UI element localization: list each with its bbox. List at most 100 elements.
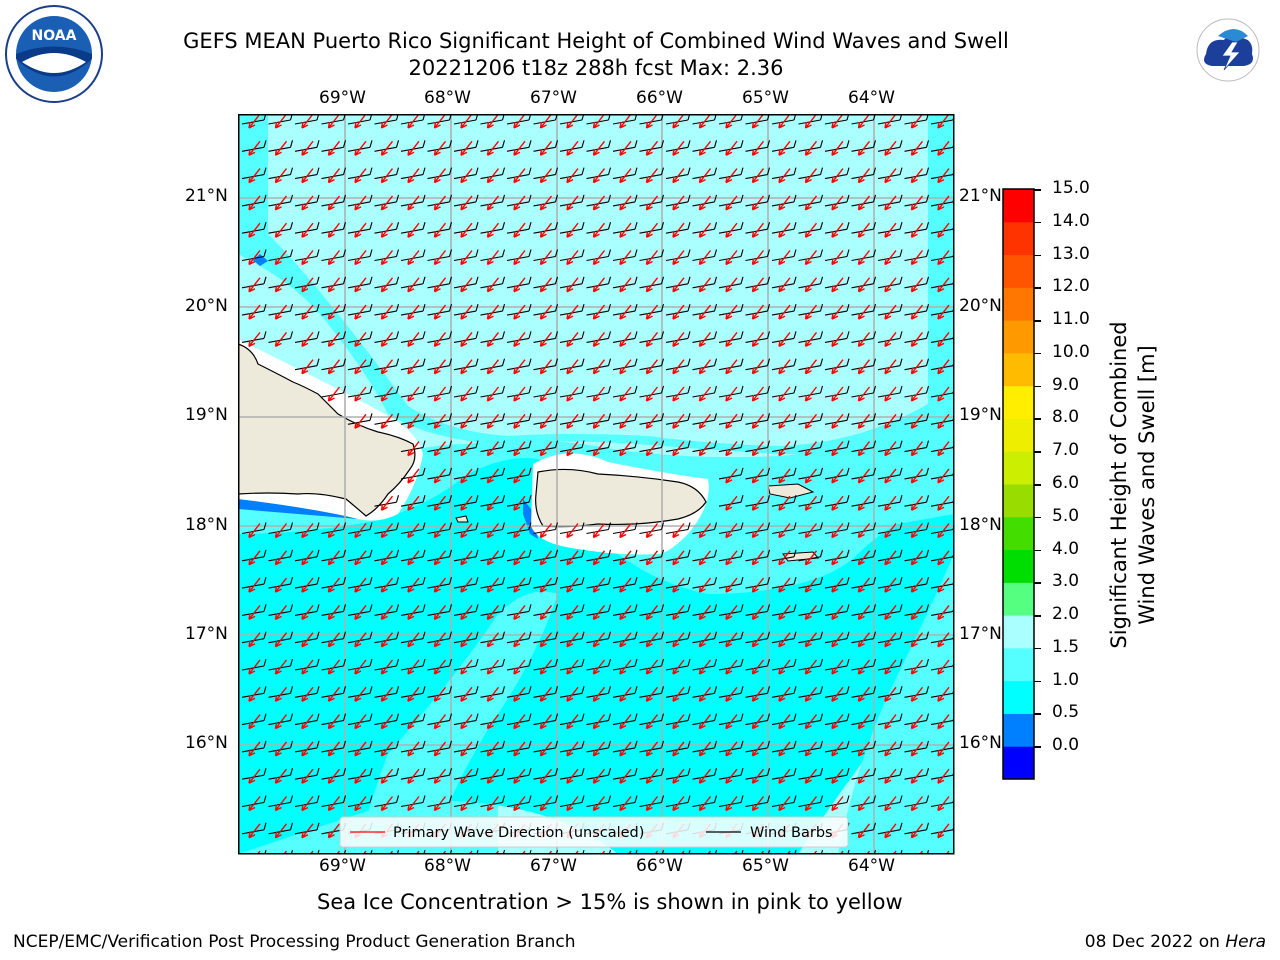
wave-direction-arrow (672, 114, 685, 129)
colorbar-tick-label: 6.0 (1052, 473, 1080, 493)
wave-direction-arrow (831, 413, 844, 429)
wave-direction-arrow (698, 523, 712, 539)
wave-direction-arrow (884, 413, 897, 429)
colorbar-tick-mark (1034, 287, 1041, 289)
wave-direction-arrow (354, 195, 367, 211)
wave-direction-arrow (486, 304, 500, 320)
lat-label-right: 20°N (959, 296, 1002, 316)
wave-direction-arrow (831, 495, 844, 511)
wave-direction-arrow (884, 632, 897, 648)
wave-direction-arrow (274, 659, 288, 675)
wave-direction-arrow (301, 195, 314, 211)
wave-direction-arrow (301, 550, 314, 566)
wave-direction-arrow (592, 523, 606, 539)
map-legend: Primary Wave Direction (unscaled) Wind B… (339, 816, 849, 848)
lon-label-top: 65°W (742, 88, 789, 108)
wave-direction-arrow (460, 523, 473, 539)
wave-direction-arrow (751, 632, 765, 648)
wave-direction-arrow (539, 359, 553, 375)
wave-direction-arrow (831, 304, 844, 320)
wave-direction-arrow (407, 741, 420, 757)
wave-direction-arrow (248, 823, 261, 839)
wave-direction-arrow (910, 659, 924, 675)
wave-direction-arrow (937, 359, 950, 375)
wave-direction-arrow (645, 441, 659, 457)
wave-direction-arrow (460, 114, 473, 129)
wave-direction-arrow (884, 304, 897, 320)
wave-direction-arrow (460, 550, 473, 566)
wave-direction-arrow (301, 823, 314, 839)
wave-direction-arrow (672, 140, 685, 156)
colorbar-segment (1003, 385, 1034, 419)
wave-direction-arrow (592, 222, 606, 238)
wave-direction-arrow (460, 796, 473, 812)
wave-direction-arrow (857, 386, 871, 402)
wave-direction-arrow (725, 796, 738, 812)
wave-direction-arrow (698, 277, 712, 293)
wave-direction-arrow (513, 468, 526, 484)
wave-direction-arrow (486, 441, 500, 457)
wave-direction-arrow (486, 277, 500, 293)
wave-direction-arrow (380, 140, 394, 156)
wave-direction-arrow (274, 714, 288, 730)
wave-direction-arrow (725, 632, 738, 648)
wave-direction-arrow (380, 331, 394, 348)
wave-direction-arrow (751, 331, 765, 348)
wave-direction-arrow (354, 304, 367, 320)
wave-direction-arrow (460, 768, 473, 784)
wave-direction-arrow (910, 523, 924, 539)
wave-direction-arrow (831, 686, 844, 702)
wave-direction-arrow (513, 495, 526, 511)
wave-direction-arrow (539, 250, 553, 266)
wave-direction-arrow (804, 523, 818, 539)
colorbar-tick-label: 9.0 (1052, 374, 1080, 395)
colorbar-tick-mark (1034, 189, 1041, 191)
wave-direction-arrow (910, 796, 924, 812)
wave-direction-arrow (804, 359, 818, 375)
wave-direction-arrow (884, 468, 897, 484)
wave-direction-arrow (513, 168, 526, 184)
wave-direction-arrow (248, 114, 261, 129)
wave-direction-arrow (592, 359, 606, 375)
wave-direction-arrow (274, 140, 288, 156)
wave-direction-arrow (751, 495, 765, 511)
wave-direction-arrow (301, 796, 314, 812)
wave-direction-arrow (884, 495, 897, 511)
wave-direction-arrow (566, 577, 579, 593)
wave-direction-arrow (937, 796, 950, 812)
wave-direction-arrow (672, 768, 685, 784)
wave-direction-arrow (380, 250, 394, 266)
wave-direction-arrow (804, 495, 818, 511)
wave-direction-arrow (672, 359, 685, 375)
wave-direction-arrow (910, 741, 924, 757)
wave-direction-arrow (937, 250, 950, 266)
wave-direction-arrow (433, 659, 447, 675)
wave-direction-arrow (751, 304, 765, 320)
wave-direction-arrow (937, 277, 950, 293)
wave-direction-arrow (910, 823, 924, 839)
wave-direction-arrow (619, 140, 632, 156)
wave-direction-arrow (327, 796, 341, 812)
wave-legend-label: Primary Wave Direction (unscaled) (393, 825, 644, 841)
wave-direction-arrow (778, 114, 791, 129)
wave-direction-arrow (804, 195, 818, 211)
wave-direction-arrow (778, 714, 791, 730)
wave-direction-arrow (592, 686, 606, 702)
colorbar-tick-mark (1034, 451, 1041, 453)
wave-direction-arrow (619, 604, 632, 621)
wave-direction-arrow (513, 659, 526, 675)
wave-direction-arrow (301, 250, 314, 266)
wave-direction-arrow (354, 359, 367, 375)
colorbar-tick-mark (1034, 615, 1041, 617)
wave-direction-arrow (725, 168, 738, 184)
wave-direction-arrow (645, 796, 659, 812)
wave-direction-arrow (725, 331, 738, 348)
wave-direction-arrow (460, 359, 473, 375)
wave-direction-arrow (380, 495, 394, 511)
wave-direction-arrow (354, 577, 367, 593)
wave-direction-arrow (433, 686, 447, 702)
wave-direction-arrow (354, 632, 367, 648)
wave-direction-arrow (592, 768, 606, 784)
wave-direction-arrow (407, 468, 420, 484)
wave-direction-arrow (301, 659, 314, 675)
